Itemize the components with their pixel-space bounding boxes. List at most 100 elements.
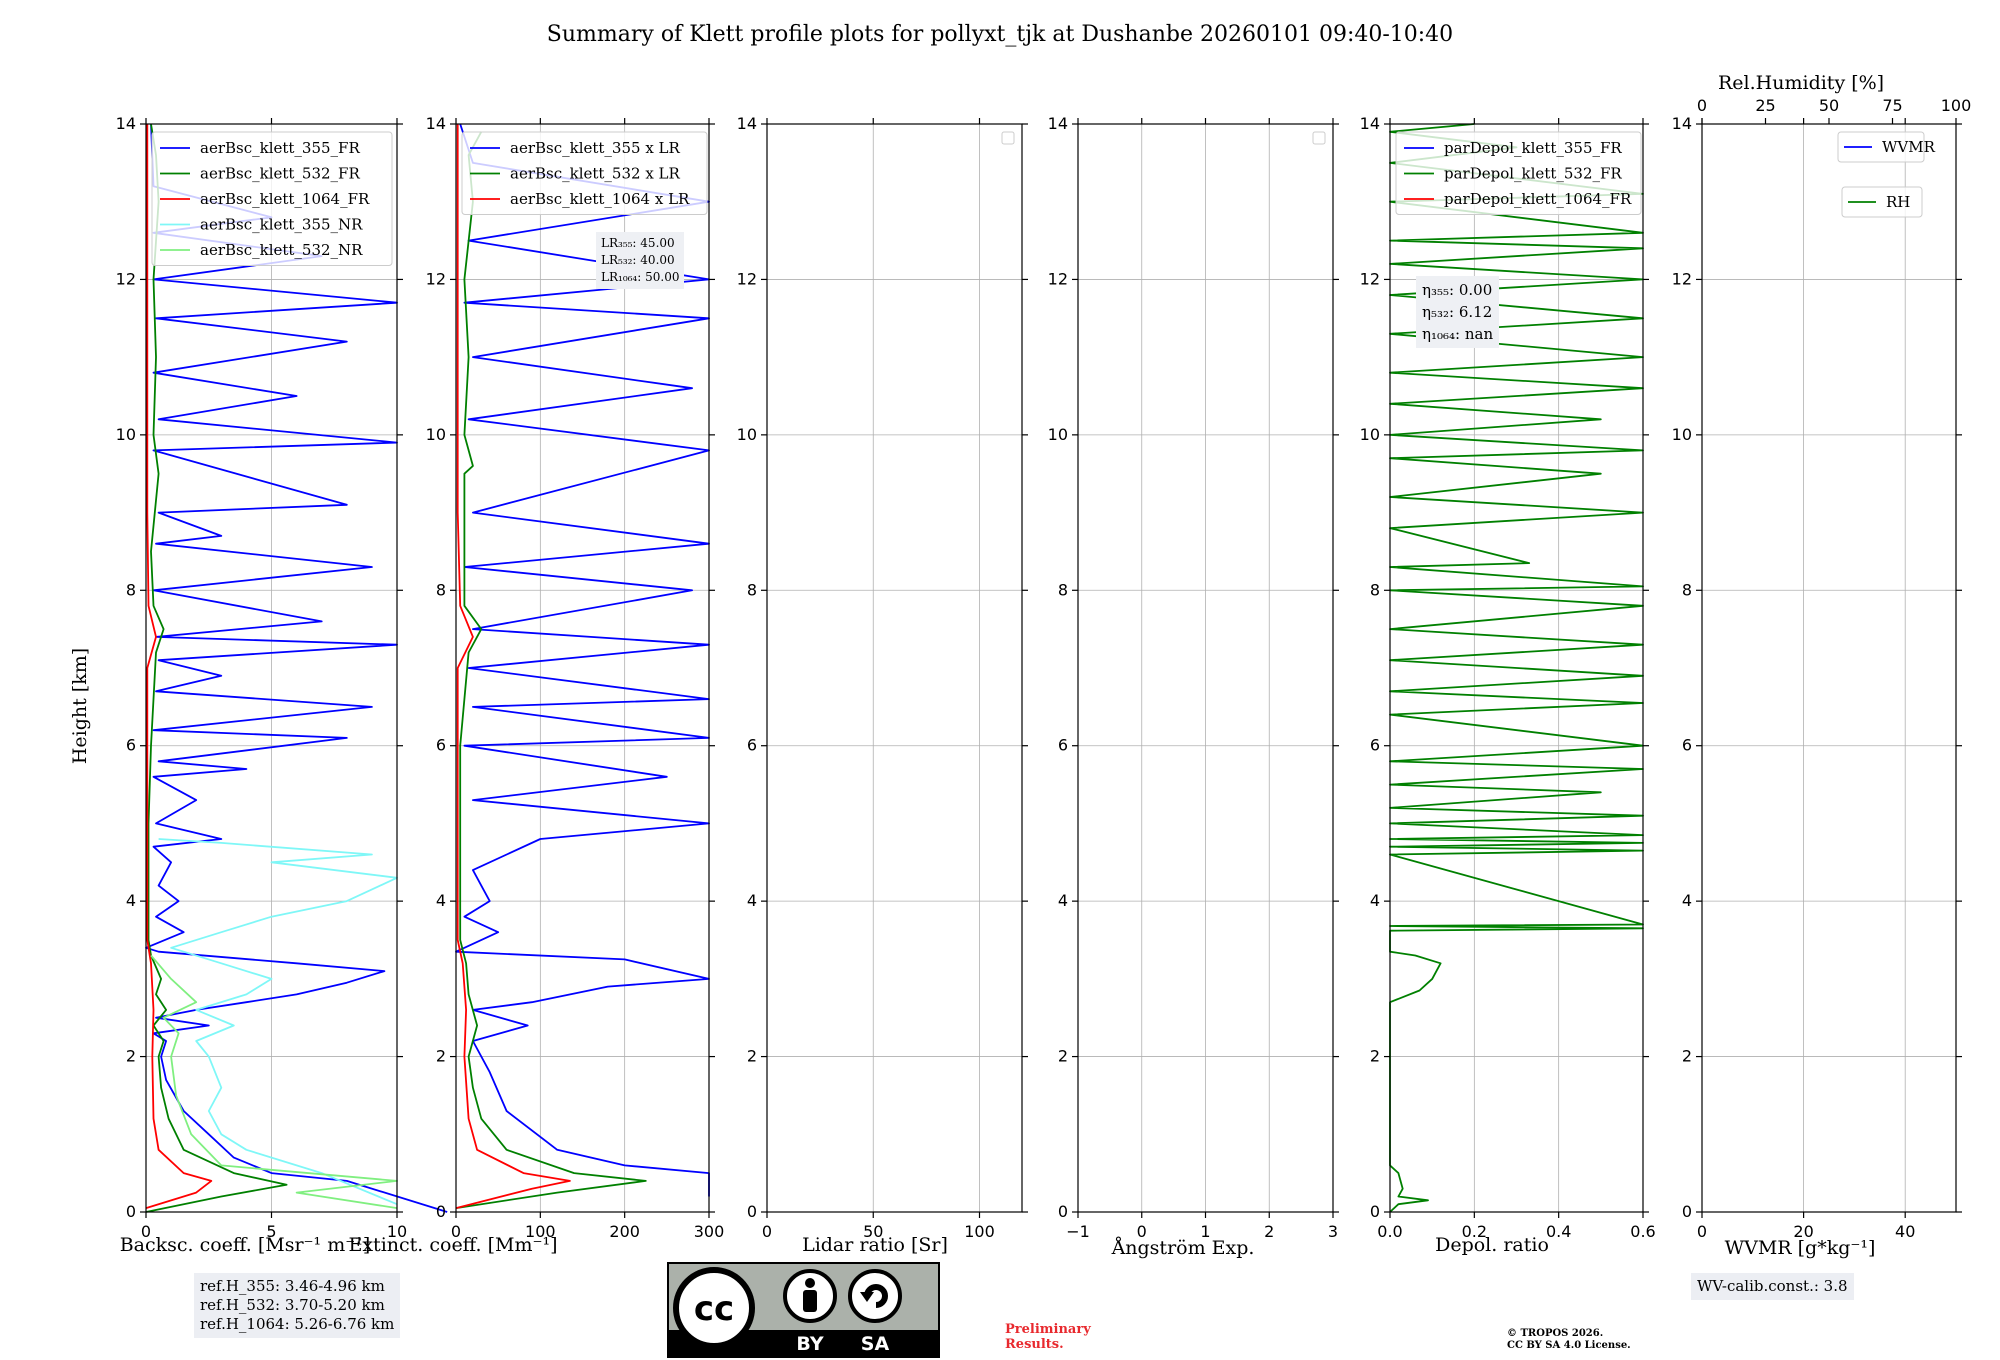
angstrom-ytick-label: 8 [1058,580,1068,599]
refheight-1064: ref.H_1064: 5.26-6.76 km [200,1315,394,1334]
extinction-ytick-label: 12 [426,269,446,288]
depol-panel: 0.0 0.2 0.4 0.6 0 2 4 6 8 10 12 14 parDepol_klett_35… [1360,114,1656,1241]
by-text: BY [796,1333,823,1355]
extinction-ytick-label: 0 [436,1202,446,1221]
extinction-ytick-label: 6 [436,736,446,755]
depol-ytick-label: 2 [1370,1047,1380,1066]
depol-ytick-label: 14 [1360,114,1380,133]
legend-label-aerBsc_klett_532 x LR: aerBsc_klett_532 x LR [510,165,681,183]
wvmr-ytick-label: 14 [1672,114,1692,133]
extinction-ytick-label: 8 [436,580,446,599]
angstrom-ytick-label: 12 [1048,269,1068,288]
cc-license-badge: cc BY SA [667,1262,940,1358]
backscatter-ytick-label: 2 [126,1047,136,1066]
extinction-ytick-label: 2 [436,1047,446,1066]
depol-xtick-label: 0.6 [1630,1222,1655,1241]
legend-label-WVMR: WVMR [1882,138,1936,156]
rh-top-label: Rel.Humidity [%] [1718,72,1884,94]
angstrom-ytick-label: 0 [1058,1202,1068,1221]
lidar-ratio-annotation: LR₃₅₅: 45.00 LR₅₃₂: 40.00 LR₁₀₆₄: 50.00 [596,232,684,289]
wvmr-panel: 0 20 40 0 2 4 6 8 10 12 14 0 25 50 75 100 WVMR RH [1672,96,1972,1241]
lidar-ratio-ytick-label: 8 [747,580,757,599]
lidar-ratio-ytick-label: 12 [737,269,757,288]
depol-ytick-label: 0 [1370,1202,1380,1221]
backscatter-ytick-label: 4 [126,891,136,910]
lidar-ratio-ytick-label: 0 [747,1202,757,1221]
angstrom-ytick-label: 10 [1048,425,1068,444]
person-body [803,1290,817,1312]
depol-ytick-label: 10 [1360,425,1380,444]
backscatter-ytick-label: 6 [126,736,136,755]
cc-text: cc [694,1289,734,1329]
backscatter-series-aerBsc_klett_355_NR [159,839,397,1204]
lidar-ratio-ytick-label: 2 [747,1047,757,1066]
copyright-line2: CC BY SA 4.0 License. [1507,1340,1631,1352]
backscatter-series-aerBsc_klett_355_FR [146,124,447,1212]
lidar-ratio-xlabel: Lidar ratio [Sr] [745,1234,1005,1256]
y-axis-label: Height [km] [69,648,91,764]
legend-label-aerBsc_klett_532_FR: aerBsc_klett_532_FR [200,165,360,183]
rh-top-tick-label: 75 [1882,96,1902,115]
legend-label-aerBsc_klett_1064 x LR: aerBsc_klett_1064 x LR [510,190,690,208]
rh-top-tick-label: 0 [1697,96,1707,115]
backscatter-ytick-label: 12 [116,269,136,288]
figure-title: Summary of Klett profile plots for polly… [0,22,2000,47]
legend-label-aerBsc_klett_532_NR: aerBsc_klett_532_NR [200,241,363,259]
wvmr-axes-frame [1702,124,1956,1212]
eta-annotation: η₃₅₅: 0.00 η₅₃₂: 6.12 η₁₀₆₄: nan [1416,276,1499,348]
backscatter-ytick-label: 10 [116,425,136,444]
lidar-ratio-ytick-label: 14 [737,114,757,133]
legend-label-aerBsc_klett_355_FR: aerBsc_klett_355_FR [200,139,360,157]
lidar-ratio-empty-legend [1002,132,1014,144]
rh-top-tick-label: 25 [1755,96,1775,115]
wv-calib-box: WV-calib.const.: 3.8 [1691,1273,1854,1300]
extinction-xlabel: Extinct. coeff. [Mm⁻¹] [323,1234,583,1256]
legend-label-parDepol_klett_1064_FR: parDepol_klett_1064_FR [1444,190,1632,208]
extinction-xtick-label: 200 [609,1222,640,1241]
preliminary-line2: Results. [1005,1337,1091,1352]
wvmr-ytick-label: 12 [1672,269,1692,288]
backscatter-series-aerBsc_klett_532_NR [151,956,397,1209]
angstrom-ytick-label: 4 [1058,891,1068,910]
wvmr-ytick-label: 4 [1682,891,1692,910]
copyright-line1: © TROPOS 2026. [1507,1328,1631,1340]
backscatter-ytick-label: 8 [126,580,136,599]
angstrom-ytick-label: 6 [1058,736,1068,755]
angstrom-ytick-label: 14 [1048,114,1068,133]
depol-ytick-label: 12 [1360,269,1380,288]
preliminary-line1: Preliminary [1005,1322,1091,1337]
depol-xlabel: Depol. ratio [1362,1234,1622,1256]
extinction-ytick-label: 10 [426,425,446,444]
backscatter-ytick-label: 0 [126,1202,136,1221]
angstrom-ytick-label: 2 [1058,1047,1068,1066]
backscatter-series-aerBsc_klett_532_FR [146,124,287,1212]
depol-ytick-label: 6 [1370,736,1380,755]
refheight-532: ref.H_532: 3.70-5.20 km [200,1296,394,1315]
person-head [805,1278,815,1288]
legend-label-aerBsc_klett_355 x LR: aerBsc_klett_355 x LR [510,139,681,157]
sa-share-icon [850,1271,900,1321]
backscatter-panel: 0 5 10 0 2 4 6 8 10 12 14 aerBsc_klett_355_FR aerBsc… [116,114,448,1241]
lr532-text: LR₅₃₂: 40.00 [601,252,679,269]
wvmr-ytick-label: 6 [1682,736,1692,755]
refheight-355: ref.H_355: 3.46-4.96 km [200,1277,394,1296]
wvmr-ytick-label: 10 [1672,425,1692,444]
lr355-text: LR₃₅₅: 45.00 [601,235,679,252]
legend-label-aerBsc_klett_355_NR: aerBsc_klett_355_NR [200,216,363,234]
legend-label-RH: RH [1886,193,1910,211]
sa-text: SA [861,1333,890,1355]
preliminary-note: Preliminary Results. [1005,1322,1091,1352]
rh-top-tick-label: 100 [1941,96,1972,115]
rh-top-tick-label: 50 [1819,96,1839,115]
eta532-text: η₅₃₂: 6.12 [1422,301,1493,323]
wvmr-ytick-label: 2 [1682,1047,1692,1066]
angstrom-empty-legend [1313,132,1325,144]
lidar-ratio-panel: 0 50 100 0 2 4 6 8 10 12 14 [737,114,1028,1241]
eta355-text: η₃₅₅: 0.00 [1422,279,1493,301]
lr1064-text: LR₁₀₆₄: 50.00 [601,269,679,286]
depol-ytick-label: 4 [1370,891,1380,910]
legend-label-aerBsc_klett_1064_FR: aerBsc_klett_1064_FR [200,190,370,208]
legend-label-parDepol_klett_532_FR: parDepol_klett_532_FR [1444,165,1622,183]
reference-heights-box: ref.H_355: 3.46-4.96 km ref.H_532: 3.70-… [194,1273,400,1338]
